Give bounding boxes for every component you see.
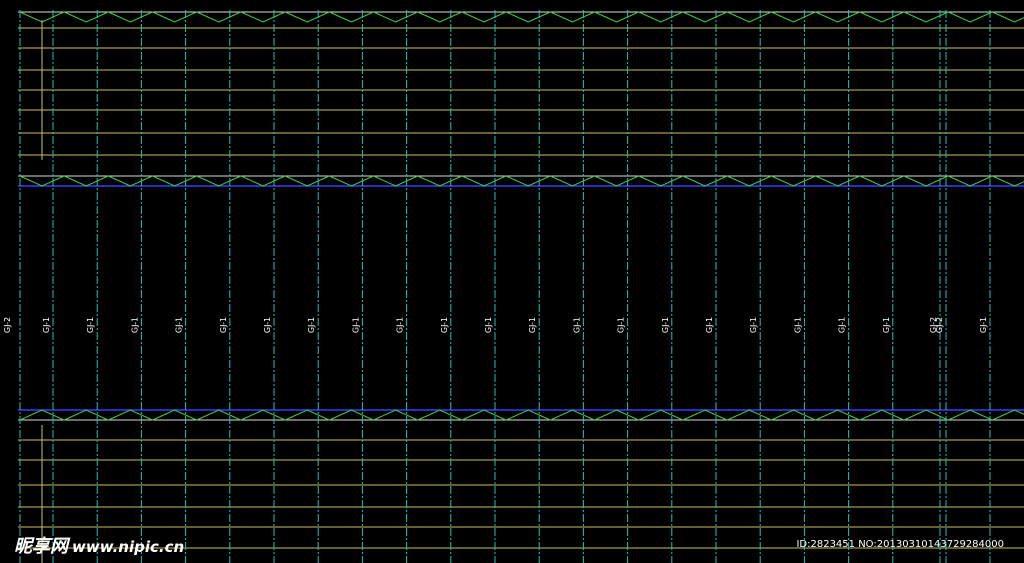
truss [108,175,153,187]
column-label: GJ-1 [396,317,405,333]
truss [992,175,1024,187]
truss [417,175,463,187]
column-label: GJ-1 [882,317,891,333]
column-label: GJ-1 [86,317,95,333]
truss [461,409,507,421]
truss [240,175,286,187]
truss [461,175,507,187]
column-label: GJ-2 [3,317,12,333]
column-label: GJ-1 [484,317,493,333]
truss [284,409,330,421]
column-label: GJ-1 [440,317,449,333]
column-label: GJ-1 [219,317,228,333]
truss [815,175,860,187]
column-label: GJ-1 [42,317,51,333]
truss [461,11,507,23]
truss [196,175,242,187]
truss [63,409,109,421]
column-label: GJ-1 [793,317,802,333]
column-label: GJ-1 [572,317,581,333]
truss [947,11,993,23]
truss [859,409,905,421]
truss [726,409,772,421]
truss [505,11,551,23]
truss [550,11,595,23]
truss [638,175,684,187]
truss [152,409,197,421]
column-label: GJ-1 [617,317,626,333]
truss [417,11,463,23]
truss [771,409,816,421]
column-label: GJ-1 [838,317,847,333]
truss [108,409,153,421]
column-labels: GJ-2 GJ-1 GJ-1 GJ-1 GJ-1 GJ-1 GJ-1 GJ-1 GJ-1 GJ-1… [3,317,988,333]
truss [63,11,109,23]
truss [505,175,551,187]
column-label: GJ-1 [175,317,184,333]
truss [947,409,993,421]
truss [992,409,1024,421]
watermark-logo: 昵享网 [14,536,71,557]
truss [594,175,639,187]
truss [19,409,65,421]
truss [550,409,595,421]
truss [284,175,330,187]
truss [594,409,639,421]
truss [417,409,463,421]
column-label: GJ-1 [979,317,988,333]
truss [903,11,949,23]
truss [284,11,330,23]
truss [771,11,816,23]
column-label: GJ-1 [661,317,670,333]
truss [152,11,197,23]
truss [859,175,905,187]
truss [19,175,65,187]
truss [373,11,418,23]
truss [859,11,905,23]
column-label: GJ-1 [307,317,316,333]
truss [373,175,418,187]
truss [903,409,949,421]
truss [992,11,1024,23]
truss [108,11,153,23]
truss [726,175,772,187]
truss [329,409,374,421]
truss [240,11,286,23]
column-label: GJ-1 [528,317,537,333]
column-label: GJ-1 [263,317,272,333]
truss [329,11,374,23]
truss [63,175,109,187]
truss [682,175,728,187]
truss [152,175,197,187]
truss [329,175,374,187]
drawing-lines [18,10,1024,563]
column-label: GJ-1 [351,317,360,333]
truss [373,409,418,421]
truss [947,175,993,187]
truss [815,11,860,23]
truss [594,11,639,23]
image-id: ID:2823451 NO:20130310143729284000 [796,539,1004,550]
truss [550,175,595,187]
truss [505,409,551,421]
column-label: GJ-1 [130,317,139,333]
watermark-url: www.nipic.cn [72,538,184,556]
truss [196,409,242,421]
truss [638,409,684,421]
column-label: GJ-1 [705,317,714,333]
column-label: GJ-2 [929,317,938,333]
truss [240,409,286,421]
truss [726,11,772,23]
truss [903,175,949,187]
truss [682,11,728,23]
truss [815,409,860,421]
truss [196,11,242,23]
truss [638,11,684,23]
column-label: GJ-1 [749,317,758,333]
column-label: GJ-2 [935,317,944,333]
truss [682,409,728,421]
truss [771,175,816,187]
